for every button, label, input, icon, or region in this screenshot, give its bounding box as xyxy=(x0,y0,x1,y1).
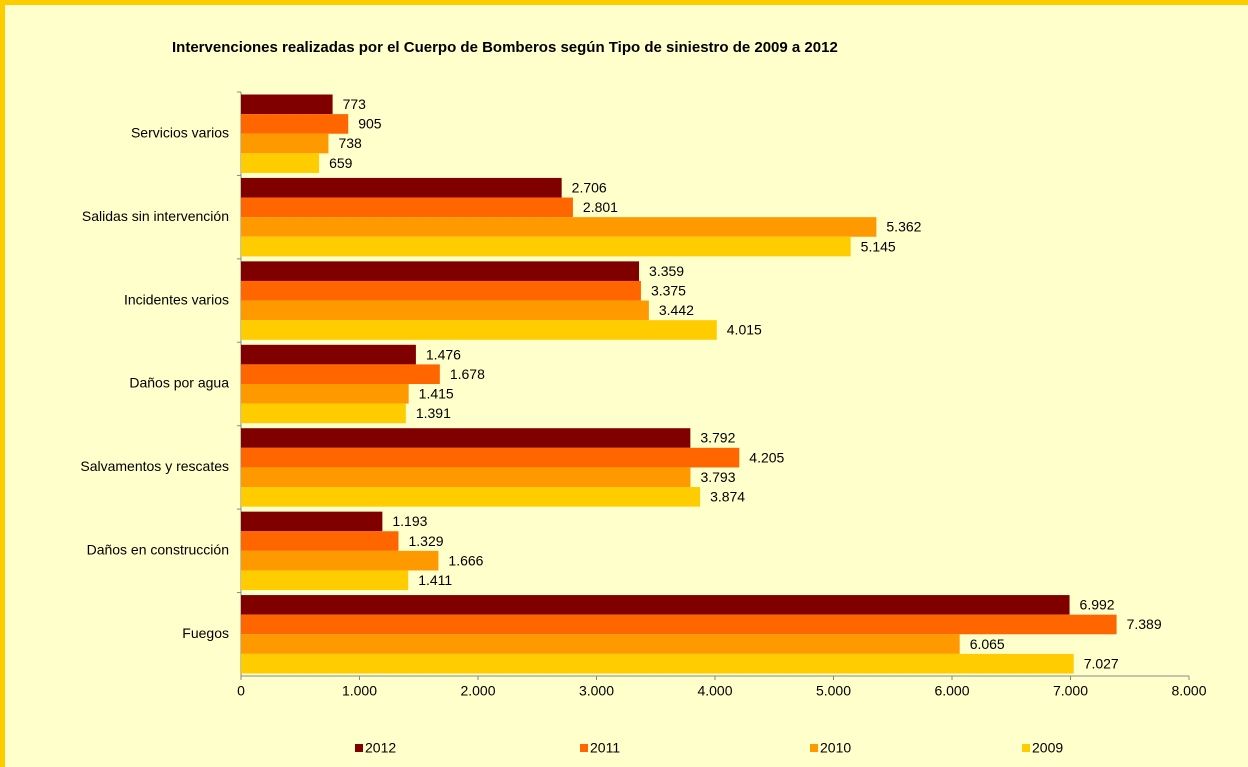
value-label: 1.411 xyxy=(418,572,452,588)
bar xyxy=(241,550,439,571)
value-label: 659 xyxy=(329,155,353,171)
bar xyxy=(241,447,740,468)
bar xyxy=(241,177,562,198)
value-label: 2.801 xyxy=(583,199,618,215)
x-tick-label: 7.000 xyxy=(1053,683,1088,699)
y-tick-label: Salidas sin intervención xyxy=(82,208,229,224)
value-label: 738 xyxy=(338,135,362,151)
bar xyxy=(241,614,1117,635)
y-tick-label: Daños en construcción xyxy=(87,542,229,558)
legend-label: 2012 xyxy=(365,740,396,756)
bar xyxy=(241,634,960,654)
bar xyxy=(241,384,409,404)
y-tick-label: Fuegos xyxy=(182,625,229,641)
value-label: 7.389 xyxy=(1127,616,1162,632)
bar xyxy=(241,133,329,154)
bar xyxy=(241,320,717,340)
value-label: 1.415 xyxy=(419,386,454,402)
value-label: 7.027 xyxy=(1084,655,1119,671)
x-tick-label: 3.000 xyxy=(579,683,614,699)
frame-top xyxy=(0,0,1248,5)
bar xyxy=(241,428,691,448)
value-label: 1.678 xyxy=(450,366,485,382)
value-label: 3.793 xyxy=(700,469,735,485)
value-label: 3.442 xyxy=(659,302,694,318)
value-label: 1.193 xyxy=(392,513,427,529)
x-tick-label: 2.000 xyxy=(460,683,495,699)
legend-swatch xyxy=(1022,744,1030,752)
legend-label: 2010 xyxy=(820,740,851,756)
bar xyxy=(241,531,399,551)
bar xyxy=(241,570,409,591)
value-label: 3.874 xyxy=(710,489,745,505)
x-tick-label: 5.000 xyxy=(816,683,851,699)
bar xyxy=(241,595,1070,615)
legend-label: 2011 xyxy=(590,740,620,756)
bar xyxy=(241,344,416,365)
x-tick-label: 8.000 xyxy=(1171,683,1206,699)
bar xyxy=(241,403,406,424)
value-label: 4.205 xyxy=(749,449,784,465)
legend-swatch xyxy=(580,744,588,752)
legend-swatch xyxy=(810,744,818,752)
bar xyxy=(241,467,691,488)
legend-swatch xyxy=(355,744,363,752)
bar xyxy=(241,197,573,218)
value-label: 6.065 xyxy=(970,636,1005,652)
bar xyxy=(241,487,701,507)
value-label: 5.145 xyxy=(861,238,896,254)
x-tick-label: 4.000 xyxy=(697,683,732,699)
value-label: 4.015 xyxy=(727,322,762,338)
y-tick-label: Servicios varios xyxy=(131,124,229,140)
bar xyxy=(241,364,440,384)
value-label: 1.476 xyxy=(426,346,461,362)
value-label: 905 xyxy=(358,116,382,132)
frame-left xyxy=(0,0,5,767)
bar xyxy=(241,300,649,321)
bar xyxy=(241,153,320,173)
value-label: 3.359 xyxy=(649,263,684,279)
value-label: 6.992 xyxy=(1080,597,1115,613)
chart-title: Intervenciones realizadas por el Cuerpo … xyxy=(172,39,838,56)
bar xyxy=(241,114,349,134)
legend-label: 2009 xyxy=(1032,740,1063,756)
value-label: 1.391 xyxy=(416,405,451,421)
value-label: 5.362 xyxy=(886,219,921,235)
y-tick-label: Daños por agua xyxy=(129,375,229,391)
bar xyxy=(241,280,641,301)
x-tick-label: 6.000 xyxy=(934,683,969,699)
value-label: 773 xyxy=(343,96,367,112)
bar xyxy=(241,217,877,237)
bar xyxy=(241,94,333,115)
y-tick-label: Incidentes varios xyxy=(124,291,229,307)
value-label: 1.329 xyxy=(408,533,443,549)
y-tick-label: Salvamentos y rescates xyxy=(80,458,229,474)
bar xyxy=(241,511,383,532)
value-label: 2.706 xyxy=(572,179,607,195)
x-tick-label: 1.000 xyxy=(342,683,377,699)
value-label: 1.666 xyxy=(448,552,483,568)
bar xyxy=(241,261,640,281)
value-label: 3.375 xyxy=(651,282,686,298)
value-label: 3.792 xyxy=(700,430,735,446)
x-tick-label: 0 xyxy=(237,683,245,699)
bar xyxy=(241,653,1074,674)
bar xyxy=(241,236,851,257)
